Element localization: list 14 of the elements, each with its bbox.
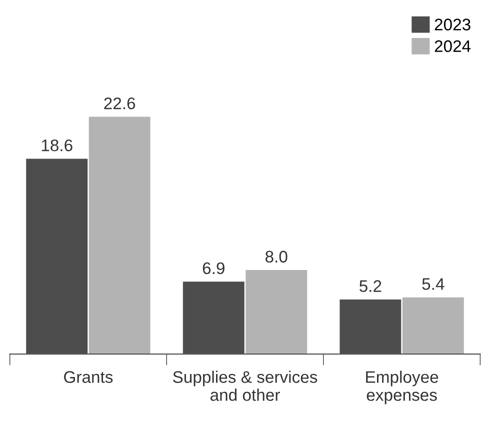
legend-label: 2023 <box>434 18 470 30</box>
x-tick-label: Supplies & services and other <box>173 370 318 401</box>
data-label: 22.6 <box>104 97 136 110</box>
x-tick-label: Grants <box>64 371 113 383</box>
legend-label: 2024 <box>434 40 471 52</box>
data-label: 6.9 <box>202 262 224 274</box>
data-label: 5.4 <box>422 278 444 290</box>
x-tick-label: Employee expenses <box>366 370 438 404</box>
data-label: 18.6 <box>42 139 72 152</box>
bar <box>88 116 150 354</box>
bar <box>402 297 464 354</box>
data-label: 5.2 <box>360 280 382 292</box>
bar <box>246 270 308 354</box>
data-label: 8.0 <box>266 250 288 263</box>
